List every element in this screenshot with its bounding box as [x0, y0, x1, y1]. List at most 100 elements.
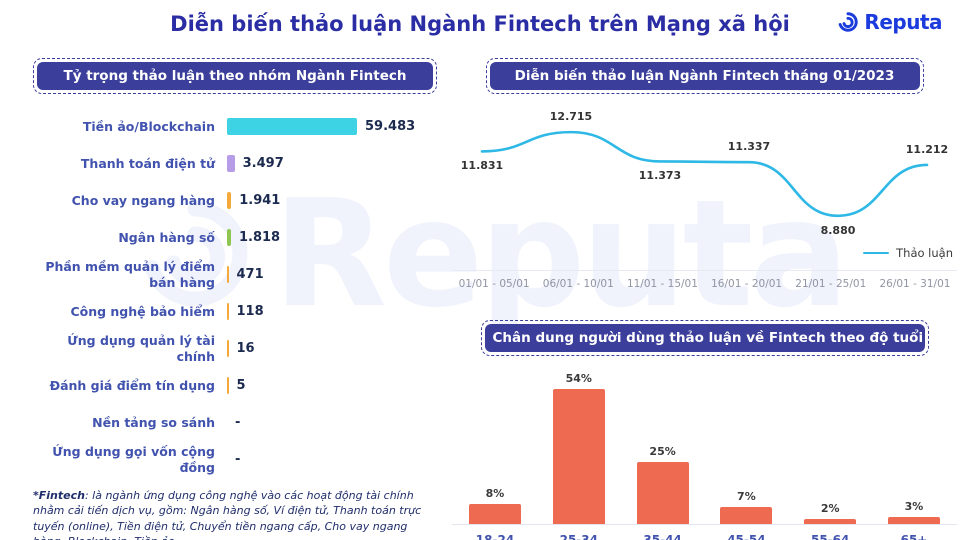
reputa-logo-icon — [837, 11, 859, 33]
bar-column: 7% — [709, 490, 783, 525]
bar-row: Cho vay ngang hàng 1.941 — [33, 182, 437, 219]
x-tick: 11/01 - 15/01 — [620, 278, 704, 290]
bar-track: 5 — [227, 377, 437, 394]
x-tick: 45-54 — [709, 533, 783, 540]
point-label: 11.831 — [450, 159, 514, 172]
category-label: Nền tảng so sánh — [33, 415, 227, 431]
bar-row: Phần mềm quản lý điểm bán hàng 471 — [33, 256, 437, 293]
bar-track: - — [227, 452, 437, 467]
bar-column: 8% — [458, 487, 532, 524]
category-label: Công nghệ bảo hiểm — [33, 304, 227, 320]
point-label: 8.880 — [806, 224, 870, 237]
bar — [227, 229, 231, 246]
bar-row: Nền tảng so sánh - — [33, 404, 437, 441]
category-label: Ứng dụng quản lý tài chính — [33, 333, 227, 364]
trend-panel: Diễn biến thảo luận Ngành Fintech tháng … — [452, 58, 957, 290]
value-label: - — [235, 452, 240, 467]
bar-row: Tiền ảo/Blockchain 59.483 — [33, 108, 437, 145]
fintech-dashboard: Reputa Diễn biến thảo luận Ngành Fintech… — [0, 0, 960, 540]
reputa-logo: Reputa — [837, 10, 942, 34]
category-label: Đánh giá điểm tín dụng — [33, 378, 227, 394]
bar-track: 1.941 — [227, 192, 437, 209]
bar-track: - — [227, 415, 437, 430]
age-panel: Chân dung người dùng thảo luận về Fintec… — [452, 320, 957, 540]
bar-column: 3% — [877, 500, 951, 525]
footnote-text: : là ngành ứng dụng công nghệ vào các ho… — [33, 489, 421, 540]
bar — [227, 192, 231, 209]
x-tick: 25-34 — [542, 533, 616, 540]
trend-panel-title: Diễn biến thảo luận Ngành Fintech tháng … — [490, 62, 920, 90]
age-panel-header: Chân dung người dùng thảo luận về Fintec… — [481, 320, 929, 356]
bar — [227, 266, 229, 283]
bar — [637, 462, 689, 525]
bar-track: 118 — [227, 303, 437, 320]
bar-row: Ngân hàng số 1.818 — [33, 219, 437, 256]
category-label: Phần mềm quản lý điểm bán hàng — [33, 259, 227, 290]
value-label: - — [235, 415, 240, 430]
value-label: 3% — [905, 500, 924, 513]
point-label: 11.212 — [895, 143, 959, 156]
page-title: Diễn biến thảo luận Ngành Fintech trên M… — [0, 12, 960, 36]
value-label: 1.818 — [239, 230, 280, 245]
x-tick: 06/01 - 10/01 — [536, 278, 620, 290]
share-panel: Tỷ trọng thảo luận theo nhóm Ngành Finte… — [33, 58, 437, 540]
trend-line-chart: 11.831 12.715 11.373 11.337 8.880 11.212… — [452, 100, 957, 270]
age-panel-title: Chân dung người dùng thảo luận về Fintec… — [485, 324, 925, 352]
category-label: Ngân hàng số — [33, 230, 227, 246]
bar — [469, 504, 521, 524]
value-label: 118 — [237, 304, 264, 319]
x-tick: 18-24 — [458, 533, 532, 540]
legend-label: Thảo luận — [896, 246, 953, 260]
legend: Thảo luận — [863, 246, 953, 260]
bar-column: 25% — [626, 445, 700, 525]
value-label: 16 — [237, 341, 255, 356]
bar-row: Ứng dụng quản lý tài chính 16 — [33, 330, 437, 367]
category-label: Ứng dụng gọi vốn cộng đồng — [33, 444, 227, 475]
bar — [227, 340, 229, 357]
value-label: 25% — [649, 445, 675, 458]
bar — [227, 118, 357, 135]
bar — [553, 389, 605, 524]
value-label: 54% — [566, 372, 592, 385]
trend-panel-header: Diễn biến thảo luận Ngành Fintech tháng … — [486, 58, 924, 94]
share-panel-title: Tỷ trọng thảo luận theo nhóm Ngành Finte… — [37, 62, 433, 90]
bar — [720, 507, 772, 525]
discussion-line — [482, 132, 927, 216]
age-bar-chart: 8% 54% 25% 7% 2% 3% — [452, 372, 957, 525]
bar-column: 54% — [542, 372, 616, 524]
value-label: 59.483 — [365, 119, 415, 134]
legend-line-swatch — [863, 252, 889, 254]
bar-row: Công nghệ bảo hiểm 118 — [33, 293, 437, 330]
bar-row: Đánh giá điểm tín dụng 5 — [33, 367, 437, 404]
value-label: 8% — [486, 487, 505, 500]
reputa-logo-text: Reputa — [864, 10, 942, 34]
x-tick: 01/01 - 05/01 — [452, 278, 536, 290]
bar-track: 471 — [227, 266, 437, 283]
bar-track: 3.497 — [227, 155, 437, 172]
point-label: 11.337 — [717, 140, 781, 153]
bar — [804, 519, 856, 524]
share-panel-header: Tỷ trọng thảo luận theo nhóm Ngành Finte… — [33, 58, 437, 94]
category-label: Thanh toán điện tử — [33, 156, 227, 172]
value-label: 5 — [237, 378, 246, 393]
bar — [227, 155, 235, 172]
category-label: Tiền ảo/Blockchain — [33, 119, 227, 135]
bar-track: 1.818 — [227, 229, 437, 246]
x-tick: 35-44 — [626, 533, 700, 540]
trend-x-axis: 01/01 - 05/01 06/01 - 10/01 11/01 - 15/0… — [452, 270, 957, 290]
trend-line-svg — [452, 100, 957, 270]
bar-column: 2% — [793, 502, 867, 524]
value-label: 2% — [821, 502, 840, 515]
footnote-term: *Fintech — [33, 489, 85, 502]
bar-row: Ứng dụng gọi vốn cộng đồng - — [33, 441, 437, 478]
x-tick: 55-64 — [793, 533, 867, 540]
bar — [888, 517, 940, 525]
footnote: *Fintech: là ngành ứng dụng công nghệ và… — [33, 488, 433, 540]
bar-track: 16 — [227, 340, 437, 357]
category-label: Cho vay ngang hàng — [33, 193, 227, 209]
value-label: 471 — [237, 267, 264, 282]
x-tick: 65+ — [877, 533, 951, 540]
x-tick: 21/01 - 25/01 — [789, 278, 873, 290]
value-label: 7% — [737, 490, 756, 503]
bar-row: Thanh toán điện tử 3.497 — [33, 145, 437, 182]
